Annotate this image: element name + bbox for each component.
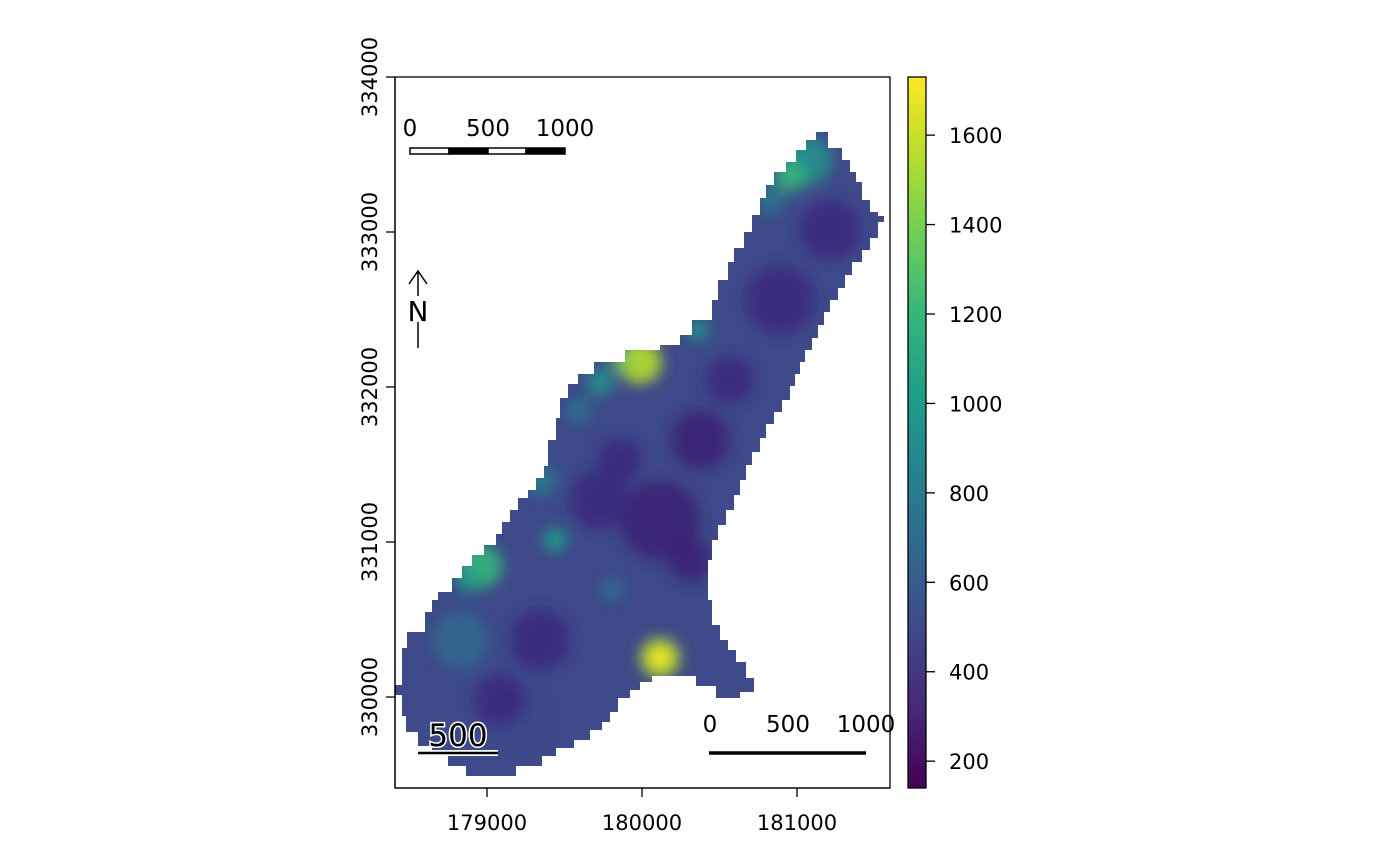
raster-patch	[598, 438, 642, 482]
raster-layer	[395, 132, 884, 776]
colorbar-tick-label: 1000	[949, 392, 1002, 416]
colorbar-tick-label: 800	[949, 482, 989, 506]
x-tick-label: 179000	[447, 811, 527, 835]
scale-bar-bottom-label-0: 0	[703, 712, 718, 738]
raster-patch	[612, 352, 632, 372]
raster-patch	[774, 160, 806, 192]
colorbar: 200 400 600 800 1000 1200 1400 1600	[907, 76, 1002, 789]
raster-patch	[756, 186, 784, 214]
x-tick-label: 181000	[757, 811, 837, 835]
y-tick-label: 331000	[358, 502, 382, 582]
colorbar-ticks: 200 400 600 800 1000 1200 1400 1600	[926, 124, 1002, 774]
raster-patch	[474, 674, 526, 726]
scale-bar-top-seg-3	[487, 147, 527, 155]
colorbar-tick-label: 400	[949, 661, 989, 685]
raster-patch	[668, 538, 712, 582]
north-arrow: N	[408, 269, 429, 348]
scale-bar-bottom-label-1000: 1000	[837, 712, 896, 738]
raster-patch	[800, 200, 860, 260]
north-arrow-head-icon	[408, 269, 428, 285]
scale-bar-bottom: 0 500 1000	[703, 712, 896, 755]
raster-patch	[570, 470, 630, 530]
raster-patch	[650, 648, 670, 668]
raster-patch	[510, 610, 570, 670]
y-tick-label: 334000	[358, 37, 382, 117]
scale-bar-top-label-0: 0	[403, 116, 418, 142]
scale-bar-left-label: 500	[428, 718, 487, 754]
raster-patch	[746, 266, 814, 334]
north-arrow-label: N	[408, 295, 429, 328]
raster-patch	[602, 580, 622, 600]
raster-patch	[620, 480, 700, 560]
scale-bar-left: 500	[418, 717, 498, 756]
x-tick-label: 180000	[602, 811, 682, 835]
raster-patch	[524, 464, 556, 496]
scale-bar-bottom-label-500: 500	[766, 712, 810, 738]
raster-patch	[670, 410, 730, 470]
scale-bar-top-seg-2	[448, 147, 489, 155]
colorbar-tick-label: 1200	[949, 303, 1002, 327]
colorbar-tick-label: 1400	[949, 214, 1002, 238]
y-tick-label: 332000	[358, 347, 382, 427]
raster-patch	[688, 320, 708, 340]
raster-patch	[566, 398, 590, 422]
colorbar-tick-label: 200	[949, 750, 989, 774]
scale-bar-top-label-500: 500	[466, 116, 510, 142]
scale-bar-top-seg-4	[525, 147, 566, 155]
raster-patch	[432, 612, 488, 668]
colorbar-tick-label: 600	[949, 571, 989, 595]
colorbar-ramp	[907, 76, 927, 789]
x-axis: 179000 180000 181000	[395, 787, 890, 835]
scale-bar-top: 0 500 1000	[403, 116, 595, 155]
raster-patch	[456, 568, 480, 592]
colorbar-tick-label: 1600	[949, 124, 1002, 148]
scale-bar-top-label-1000: 1000	[536, 116, 595, 142]
raster-patch	[543, 528, 567, 552]
y-tick-label: 333000	[358, 192, 382, 272]
y-axis: 330000 331000 332000 333000 334000	[358, 37, 396, 788]
y-tick-label: 330000	[358, 657, 382, 737]
scale-bar-top-seg-1	[409, 147, 450, 155]
raster-patch	[618, 340, 662, 384]
raster-patch	[706, 356, 754, 404]
raster-patch	[586, 368, 614, 396]
